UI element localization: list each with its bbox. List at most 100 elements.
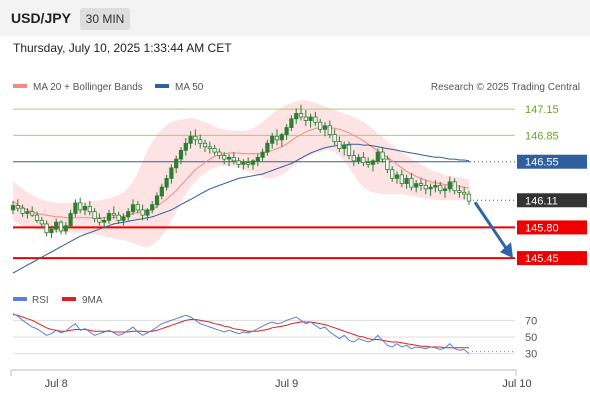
candle [442, 185, 448, 198]
rsi-ma-legend-label: 9MA [82, 295, 103, 306]
level-resistance-0-label: 147.15 [525, 104, 559, 116]
candle-body [111, 213, 116, 216]
datetime-label: Thursday, July 10, 2025 1:33:44 AM CET [13, 41, 232, 55]
candle [308, 113, 313, 128]
candle [346, 141, 352, 160]
rsi-tick-30: 30 [525, 349, 537, 361]
candle [207, 141, 212, 154]
candle-body [68, 213, 73, 227]
level-support-4-label: 145.80 [525, 222, 559, 234]
candle-body [385, 158, 390, 170]
candle-body [174, 158, 179, 169]
bollinger-band-area [13, 100, 469, 247]
candle [260, 148, 265, 161]
candle [404, 174, 409, 189]
candle-body [442, 188, 448, 192]
forecast-arrow-head [500, 242, 513, 259]
candle [82, 202, 88, 216]
candle-body [404, 177, 409, 185]
level-pivot-2-label: 146.55 [525, 157, 559, 169]
candle-body [198, 139, 203, 144]
candle-body [447, 181, 452, 190]
candle [294, 108, 299, 125]
candle [130, 199, 136, 216]
rsi-ma-line [12, 314, 469, 349]
candle-body [130, 204, 136, 213]
credit-label: Research © 2025 Trading Central [431, 82, 580, 93]
candle-body [49, 228, 54, 234]
candle-body [279, 134, 284, 141]
candle [73, 199, 78, 217]
candle-body [423, 184, 428, 190]
candle [58, 220, 64, 235]
candle [154, 192, 160, 209]
candle-body [380, 151, 385, 160]
x-tick-label: Jul 8 [45, 378, 68, 390]
candle [250, 159, 256, 170]
candle-body [265, 142, 270, 153]
candle-body [212, 148, 217, 153]
candle [92, 208, 97, 223]
candle-body [241, 162, 246, 165]
candle [226, 153, 232, 167]
candle [150, 201, 155, 214]
candle [54, 218, 59, 233]
candle [255, 153, 260, 167]
candle-body [116, 214, 121, 221]
candle [423, 180, 428, 195]
candle [351, 150, 356, 167]
candle-body [126, 211, 131, 218]
candle [457, 185, 462, 198]
forecast-arrow-shaft [473, 201, 508, 249]
candle-body [164, 177, 169, 188]
candle [289, 115, 294, 132]
candle-body [390, 169, 395, 179]
candle-body [106, 213, 112, 221]
candle-body [399, 174, 404, 185]
candle [327, 120, 332, 139]
candle [49, 225, 54, 238]
candle [159, 183, 164, 200]
candle-body [414, 183, 419, 188]
timeframe-badge[interactable]: 30 MIN [80, 8, 130, 30]
candle [97, 213, 102, 226]
ma50-line [12, 143, 470, 274]
rsi-line [12, 313, 470, 355]
candle [126, 208, 131, 221]
candle [303, 110, 308, 126]
candle [121, 213, 126, 226]
candle-body [87, 205, 92, 213]
candle [87, 201, 92, 216]
candle [30, 206, 35, 217]
candle-body [366, 162, 371, 165]
candle [298, 104, 304, 121]
ma50-legend-swatch [155, 84, 169, 88]
candle [25, 208, 30, 219]
candle-body [332, 134, 337, 142]
candle [68, 209, 73, 228]
candle [284, 124, 289, 140]
candle-body [92, 211, 97, 220]
candle-body [303, 116, 308, 121]
candle [106, 209, 112, 224]
candle-body [289, 118, 294, 128]
candle-body [78, 202, 83, 211]
candle [356, 153, 361, 165]
time-axis: Jul 8 Jul 9 Jul 10 [10, 369, 532, 390]
candle-body [20, 207, 25, 214]
candle-body [318, 121, 323, 130]
level-resistance-1-label: 146.85 [525, 130, 559, 142]
candle-body [231, 156, 236, 162]
ma20-line [12, 126, 470, 219]
bollinger-bands [13, 100, 469, 247]
candle [174, 155, 179, 174]
candle [20, 204, 25, 217]
candle [418, 178, 424, 191]
candle-body [294, 113, 299, 120]
candle [241, 159, 246, 170]
candle-body [34, 214, 40, 221]
candle [193, 129, 198, 146]
candle-body [121, 216, 126, 221]
level-support-5-box [517, 251, 587, 266]
